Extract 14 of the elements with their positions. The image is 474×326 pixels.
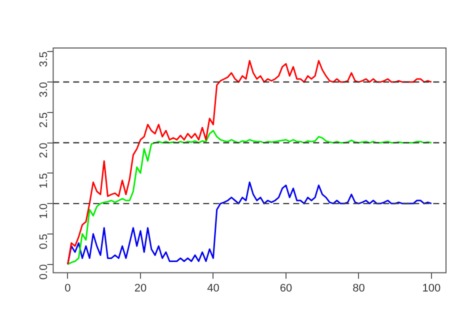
x-tick-label: 80 [352,282,365,294]
y-tick-label: 0.0 [38,264,50,280]
x-tick-label: 40 [207,282,220,294]
y-tick-label: 2.5 [38,112,50,128]
y-tick-label: 0.5 [38,234,50,250]
x-tick-label: 60 [280,282,292,294]
x-tick-label: 0 [64,282,71,294]
x-tick-label: 100 [422,282,441,294]
y-tick-label: 1.5 [38,173,50,188]
y-tick-label: 2.0 [38,142,50,158]
y-tick-label: 3.5 [38,52,50,67]
y-tick-label: 3.0 [38,82,50,98]
x-tick-label: 20 [134,282,147,294]
y-tick-label: 1.0 [38,204,50,219]
